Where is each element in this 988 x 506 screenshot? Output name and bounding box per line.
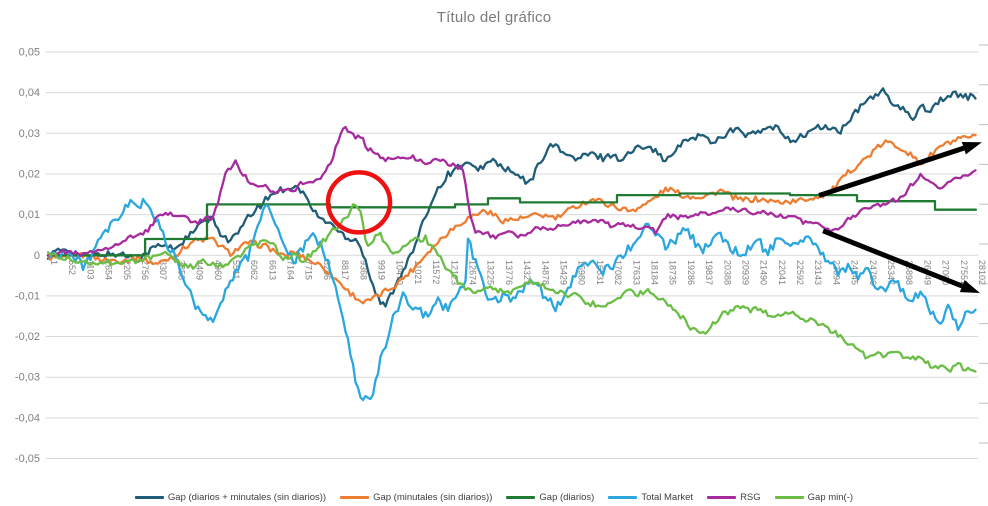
x-tick-label: 6613	[267, 260, 277, 280]
x-tick-label: 24796	[868, 260, 878, 285]
x-tick-label: 13776	[504, 260, 514, 285]
x-tick-label: 6062	[249, 260, 259, 280]
x-tick-label: 4409	[195, 260, 205, 280]
x-tick-label: 18735	[668, 260, 678, 285]
x-tick-label: 28102	[977, 260, 987, 285]
y-tick-label: 0,01	[19, 209, 40, 221]
legend-item-gap-min: Gap min(-)	[774, 492, 854, 503]
x-tick-label: 8817	[340, 260, 350, 280]
x-tick-label: 552	[67, 260, 77, 275]
legend-swatch	[340, 495, 370, 500]
annotation-arrow-head-1	[959, 280, 980, 294]
x-tick-label: 12123	[449, 260, 459, 285]
y-tick-label: 0,02	[19, 168, 40, 180]
legend-item-gap-minutales: Gap (minutales (sin diarios))	[340, 492, 492, 503]
legend-label: Gap (diarios + minutales (sin diarios))	[167, 492, 327, 503]
annotation-circle	[325, 170, 393, 235]
x-tick-label: 27000	[941, 260, 951, 285]
legend-label: Gap min(-)	[807, 492, 854, 503]
legend-swatch	[774, 495, 804, 500]
annotation-arrow-line-1	[822, 228, 964, 289]
series-line-2	[46, 192, 978, 257]
x-tick-label: 7715	[304, 260, 314, 280]
legend-item-total-market: Total Market	[608, 492, 693, 503]
x-tick-label: 1	[49, 260, 59, 265]
x-tick-label: 2205	[122, 260, 132, 280]
x-tick-label: 3307	[158, 260, 168, 280]
x-tick-label: 10470	[395, 260, 405, 285]
y-tick-label: -0,03	[15, 372, 40, 384]
x-tick-label: 21490	[759, 260, 769, 285]
x-tick-label: 4960	[213, 260, 223, 280]
x-tick-label: 19286	[686, 260, 696, 285]
legend-swatch	[608, 495, 638, 500]
annotation-arrow-head-0	[961, 141, 982, 155]
x-tick-label: 11021	[413, 260, 423, 284]
x-tick-label: 25347	[886, 260, 896, 285]
x-tick-label: 18184	[649, 260, 659, 285]
x-tick-label: 20939	[740, 260, 750, 285]
series-line-4	[46, 125, 977, 257]
x-tick-label: 14878	[540, 260, 550, 285]
x-tick-label: 22592	[795, 260, 805, 285]
x-tick-label: 15429	[558, 260, 568, 285]
series-line-3	[46, 197, 977, 402]
legend-label: Total Market	[641, 492, 694, 503]
x-tick-label: 9368	[358, 260, 368, 280]
x-tick-label: 20388	[722, 260, 732, 285]
y-tick-label: -0,04	[15, 412, 40, 424]
legend-label: RSG	[740, 492, 761, 503]
x-tick-label: 12674	[468, 260, 478, 285]
x-tick-label: 17633	[631, 260, 641, 285]
legend-swatch	[134, 495, 164, 500]
series-line-5	[46, 203, 977, 373]
x-tick-label: 11572	[431, 260, 441, 284]
y-tick-label: -0,05	[15, 453, 40, 465]
legend-item-gap-diarios: Gap (diarios)	[506, 492, 594, 503]
y-tick-label: -0,01	[15, 290, 40, 302]
x-tick-label: 23143	[813, 260, 823, 285]
x-tick-label: 16531	[595, 260, 605, 285]
x-tick-label: 25898	[904, 260, 914, 285]
y-tick-label: 0	[34, 250, 40, 262]
y-tick-label: 0,04	[19, 87, 40, 99]
x-tick-label: 8266	[322, 260, 332, 280]
legend-item-rsg: RSG	[707, 492, 761, 503]
y-tick-label: 0,05	[19, 47, 40, 59]
legend-item-gap-diarios-minutales: Gap (diarios + minutales (sin diarios))	[134, 492, 327, 503]
legend-label: Gap (diarios)	[539, 492, 595, 503]
x-tick-label: 7164	[286, 260, 296, 280]
x-tick-label: 19837	[704, 260, 714, 285]
legend-swatch	[506, 495, 536, 500]
legend: Gap (diarios + minutales (sin diarios)) …	[0, 492, 988, 503]
x-tick-label: 1103	[85, 260, 95, 279]
x-tick-label: 17082	[613, 260, 623, 285]
x-tick-label: 9919	[377, 260, 387, 280]
y-tick-label: -0,02	[15, 331, 40, 343]
y-tick-label: 0,03	[19, 128, 40, 140]
x-tick-label: 27551	[959, 260, 969, 285]
legend-swatch	[707, 495, 737, 500]
chart-title: Título del gráfico	[436, 9, 552, 26]
x-tick-label: 3858	[176, 260, 186, 280]
x-tick-label: 14327	[522, 260, 532, 285]
legend-label: Gap (minutales (sin diarios))	[373, 492, 493, 503]
x-tick-label: 1654	[104, 260, 114, 280]
x-tick-label: 2756	[140, 260, 150, 280]
x-tick-label: 13225	[486, 260, 496, 285]
annotation-arrow-line-0	[818, 145, 965, 198]
x-tick-label: 22041	[777, 260, 787, 285]
x-tick-label: 15980	[577, 260, 587, 285]
